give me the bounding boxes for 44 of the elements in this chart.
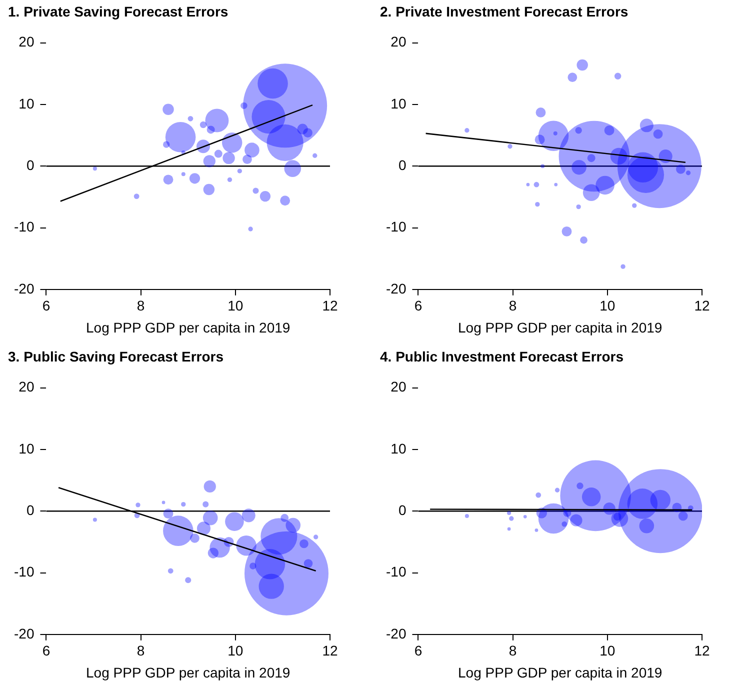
y-tick-label: -20 [386, 280, 406, 296]
x-tick-label: 6 [42, 298, 50, 314]
x-axis-title: Log PPP GDP per capita in 2019 [458, 319, 662, 336]
y-tick-label: 0 [398, 502, 406, 518]
y-tick-label: 20 [390, 34, 406, 50]
y-tick-label: -10 [386, 564, 406, 580]
x-tick-label: 8 [508, 298, 517, 314]
y-tick-label: -10 [14, 218, 34, 235]
x-tick-label: 12 [694, 642, 710, 659]
y-tick-label: 10 [18, 440, 34, 456]
x-tick-label: 6 [414, 298, 422, 314]
y-tick-label: 20 [18, 378, 34, 395]
x-tick-label: 8 [136, 642, 145, 659]
x-tick-label: 10 [228, 642, 244, 659]
x-axis-title: Log PPP GDP per capita in 2019 [86, 664, 290, 680]
y-tick-label: 10 [390, 95, 406, 112]
x-axis-title: Log PPP GDP per capita in 2019 [458, 664, 662, 680]
x-tick-label: 12 [322, 642, 338, 659]
y-tick-label: 10 [390, 440, 406, 456]
x-tick-label: 6 [42, 642, 50, 659]
y-tick-label: 0 [26, 502, 34, 518]
y-tick-label: -10 [386, 218, 406, 235]
y-tick-label: -20 [386, 625, 406, 642]
chart-title: 1. Private Saving Forecast Errors [8, 3, 228, 20]
chart-title: 3. Public Saving Forecast Errors [8, 348, 224, 364]
y-tick-label: 0 [398, 156, 406, 173]
x-tick-label: 6 [414, 642, 422, 659]
x-tick-label: 8 [508, 642, 517, 659]
y-tick-label: -20 [14, 625, 34, 642]
y-tick-label: 0 [26, 156, 34, 173]
x-tick-label: 12 [694, 298, 710, 314]
y-tick-label: 20 [390, 378, 406, 395]
y-tick-label: -10 [14, 564, 34, 580]
x-tick-label: 8 [136, 298, 145, 314]
x-tick-label: 10 [228, 298, 244, 314]
x-tick-label: 12 [322, 298, 338, 314]
x-axis-title: Log PPP GDP per capita in 2019 [86, 319, 290, 336]
x-tick-label: 10 [600, 642, 616, 659]
y-tick-label: 20 [18, 34, 34, 50]
chart-title: 2. Private Investment Forecast Errors [380, 3, 628, 20]
y-tick-label: -20 [14, 280, 34, 296]
x-tick-label: 10 [600, 298, 616, 314]
y-tick-label: 10 [18, 95, 34, 112]
chart-title: 4. Public Investment Forecast Errors [380, 348, 624, 364]
